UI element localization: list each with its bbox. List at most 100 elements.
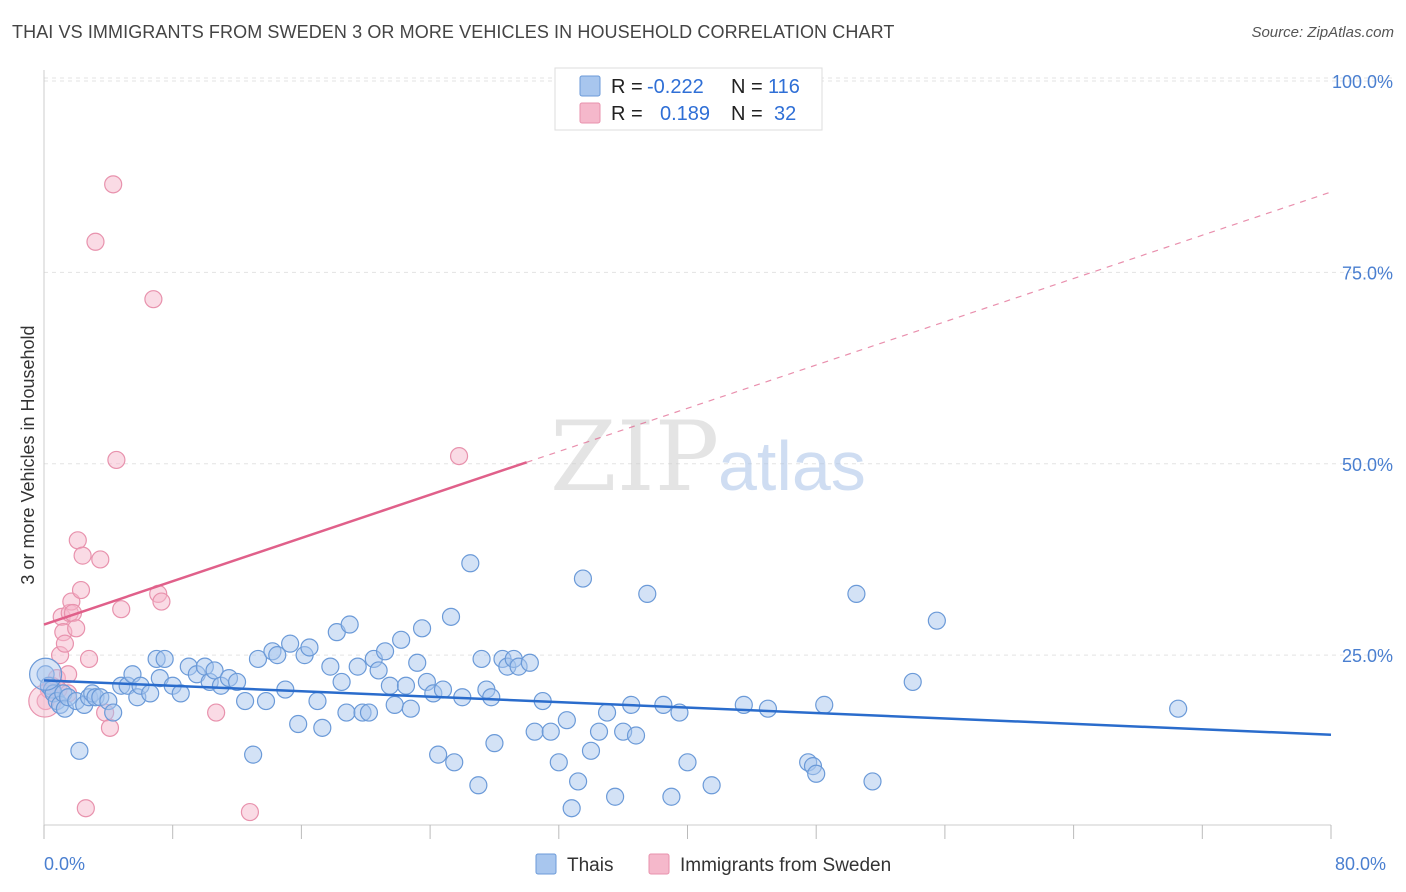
thais-point (569, 772, 588, 791)
thais-point (369, 661, 388, 680)
thais-point (927, 611, 946, 630)
thais-point (557, 711, 576, 730)
thais-point (549, 753, 568, 772)
thais-point (268, 646, 287, 665)
thais-point (461, 554, 480, 573)
legend-n-label-2: N = (731, 103, 763, 125)
sweden-point (86, 232, 105, 251)
thais-point (847, 584, 866, 603)
thais-point (445, 753, 464, 772)
thais-point (308, 691, 327, 711)
bottom-swatch-sweden (648, 853, 670, 875)
x-tick-label-max: 80.0% (1335, 854, 1386, 874)
legend-r-value-1: -0.222 (647, 76, 704, 98)
x-tick-label-min: 0.0% (44, 854, 85, 874)
thais-point (408, 653, 427, 672)
thais-point (359, 703, 379, 722)
thais-point (380, 676, 399, 695)
legend-n-label-1: N = (731, 76, 763, 98)
bottom-swatch-thais (535, 853, 557, 875)
legend-r-label-1: R = (611, 76, 643, 98)
thais-point (573, 569, 593, 588)
thais-point (70, 741, 89, 760)
gridlines (44, 77, 1392, 656)
thais-point (337, 703, 356, 722)
sweden-point (449, 446, 469, 466)
sweden-point (76, 799, 95, 818)
thais-point (392, 630, 411, 649)
thais-point (375, 642, 395, 661)
legend-n-value-1: 116 (768, 76, 800, 98)
thais-point (589, 722, 609, 741)
sweden-point (107, 450, 126, 470)
sweden-point (91, 550, 110, 569)
thais-point (525, 722, 544, 741)
thais-point (662, 787, 681, 806)
thais-point (171, 684, 190, 703)
thais-point (332, 672, 351, 692)
thais-point (863, 772, 882, 791)
sweden-point (112, 600, 131, 619)
thais-point (562, 799, 581, 818)
thais-point (313, 718, 332, 737)
sweden-point (73, 546, 92, 565)
thais-point (678, 753, 697, 772)
thais-point (441, 607, 461, 626)
bottom-legend-thais: Thais (567, 855, 613, 876)
sweden-point (79, 649, 99, 669)
thais-point (520, 653, 539, 672)
thais-point (638, 584, 657, 603)
thais-point (321, 657, 340, 676)
watermark-zip: ZIP (550, 401, 719, 513)
legend-swatch-sweden (579, 102, 601, 124)
thais-point (141, 684, 160, 703)
thais-point (429, 745, 448, 764)
thais-point (626, 726, 646, 745)
thais-point (155, 649, 174, 669)
legend-r-label-2: R = (611, 103, 643, 125)
thais-point (248, 649, 268, 669)
thais-point (205, 661, 224, 680)
chart-title: THAI VS IMMIGRANTS FROM SWEDEN 3 OR MORE… (12, 22, 895, 42)
watermark-atlas: atlas (718, 427, 866, 505)
thais-point (702, 776, 721, 795)
sweden-point (100, 718, 120, 737)
bottom-legend-sweden: Immigrants from Sweden (680, 855, 891, 876)
thais-point (581, 741, 601, 760)
sweden-point (104, 175, 123, 194)
sweden-point (240, 802, 260, 822)
thais-point (654, 695, 673, 714)
thais-point (469, 776, 488, 795)
source-label: Source: ZipAtlas.com (1251, 24, 1394, 41)
thais-point (1169, 699, 1188, 718)
sweden-point (71, 580, 91, 600)
thais-point (385, 695, 404, 714)
x-ticks (43, 825, 1332, 839)
sweden-point (207, 703, 226, 722)
sweden-point (68, 531, 87, 550)
thais-point (104, 703, 123, 722)
thais-point (472, 649, 491, 669)
thais-point (348, 657, 367, 676)
thais-point (300, 638, 319, 657)
sweden-trendline-solid (43, 461, 528, 626)
thais-point (815, 695, 834, 714)
thais-point (482, 688, 501, 707)
thais-point (227, 672, 247, 692)
y-tick-labels: 25.0% 50.0% 75.0% 100.0% (1332, 72, 1393, 666)
y-tick-label-100: 100.0% (1332, 72, 1393, 92)
y-tick-label-25: 25.0% (1342, 646, 1393, 666)
legend-swatch-thais (579, 75, 601, 97)
thais-point (758, 699, 778, 718)
thais-trendline (43, 679, 1332, 736)
y-tick-label-50: 50.0% (1342, 455, 1393, 475)
trendlines (43, 191, 1332, 736)
correlation-legend: R = -0.222 N = 116 R = 0.189 N = 32 (554, 67, 823, 131)
series-legend: Thais Immigrants from Sweden (535, 853, 891, 876)
legend-n-value-2: 32 (774, 103, 796, 125)
sweden-point (59, 665, 78, 684)
sweden-point (67, 619, 86, 638)
thais-point (903, 672, 922, 692)
thais-point (340, 615, 359, 634)
